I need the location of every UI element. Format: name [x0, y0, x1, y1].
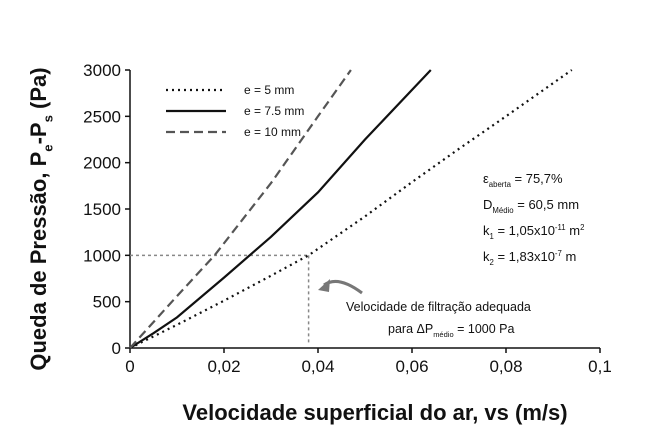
series-line: [129, 69, 352, 349]
text-part: k: [483, 249, 490, 264]
text-part: = 60,5 mm: [514, 197, 579, 212]
series-line: [129, 69, 573, 349]
x-tick-label: 0,1: [588, 357, 612, 376]
script-text: 2: [580, 223, 584, 232]
y-axis-label: Queda de Pressão, Pe-Ps (Pa): [26, 67, 56, 370]
script-text: s: [41, 115, 56, 122]
x-tick-label: 0: [125, 357, 134, 376]
script-text: -7: [555, 249, 562, 258]
script-text: Médio: [492, 206, 514, 215]
script-text: aberta: [489, 180, 512, 189]
callout-arrowhead: [318, 279, 330, 292]
x-tick-label: 0,06: [395, 357, 428, 376]
text-part: k: [483, 223, 490, 238]
annotation: DMédio = 60,5 mm: [483, 197, 579, 215]
callout-line: Velocidade de filtração adequada: [346, 300, 531, 314]
annotation: εaberta = 75,7%: [483, 171, 563, 189]
script-text: 2: [490, 258, 494, 267]
text-part: = 75,7%: [511, 171, 563, 186]
script-text: -11: [555, 223, 566, 232]
legend-label: e = 5 mm: [244, 83, 294, 97]
x-tick-label: 0,08: [489, 357, 522, 376]
script-text: e: [41, 144, 56, 151]
y-tick-label: 3000: [83, 61, 121, 80]
series-line: [129, 69, 432, 349]
y-tick-label: 1000: [83, 246, 121, 265]
x-tick-label: 0,02: [207, 357, 240, 376]
y-tick-label: 500: [93, 293, 121, 312]
text-part: = 1,05x10: [494, 223, 555, 238]
y-tick-label: 1500: [83, 200, 121, 219]
text-part: m: [562, 249, 576, 264]
script-text: médio: [433, 330, 453, 339]
y-tick-label: 2500: [83, 107, 121, 126]
legend-label: e = 10 mm: [244, 125, 301, 139]
script-text: 1: [490, 232, 494, 241]
text-part: = 1,83x10: [494, 249, 555, 264]
legend-label: e = 7.5 mm: [244, 104, 304, 118]
callout-line: para ΔPmédio = 1000 Pa: [388, 322, 514, 339]
text-part: para ΔP: [388, 322, 433, 336]
y-tick-label: 0: [112, 339, 121, 358]
text-part: D: [483, 197, 492, 212]
text-part: m: [566, 223, 580, 238]
text-part: ε: [483, 171, 489, 186]
text-part: -P: [26, 122, 51, 144]
y-tick-label: 2000: [83, 154, 121, 173]
x-axis-label: Velocidade superficial do ar, vs (m/s): [182, 400, 567, 425]
x-tick-label: 0,04: [301, 357, 334, 376]
annotation: k2 = 1,83x10-7 m: [483, 249, 576, 267]
text-part: (Pa): [26, 67, 51, 115]
annotation: k1 = 1,05x10-11 m2: [483, 223, 584, 241]
text-part: Queda de Pressão, P: [26, 152, 51, 371]
text-part: = 1000 Pa: [454, 322, 515, 336]
callout-arrow: [323, 279, 363, 295]
